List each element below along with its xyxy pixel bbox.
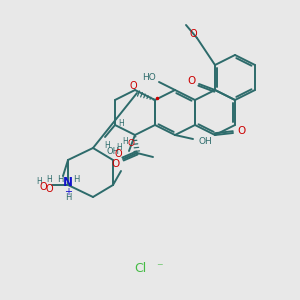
Text: O: O bbox=[237, 126, 245, 136]
Text: Cl: Cl bbox=[134, 262, 146, 275]
Text: O: O bbox=[129, 81, 137, 91]
Text: O: O bbox=[45, 184, 53, 194]
Text: H: H bbox=[116, 142, 122, 152]
Text: O: O bbox=[128, 139, 134, 148]
Text: O: O bbox=[112, 159, 120, 169]
Text: O: O bbox=[114, 149, 122, 159]
Text: H: H bbox=[57, 176, 63, 184]
Text: H: H bbox=[65, 194, 71, 202]
Text: OH: OH bbox=[106, 146, 119, 155]
Text: H: H bbox=[104, 140, 110, 149]
Text: +: + bbox=[64, 187, 72, 197]
Text: H: H bbox=[73, 176, 79, 184]
Text: H: H bbox=[46, 175, 52, 184]
Text: O: O bbox=[188, 76, 196, 86]
Text: O: O bbox=[189, 29, 197, 39]
Text: ⁻: ⁻ bbox=[156, 262, 162, 275]
Text: H: H bbox=[122, 137, 128, 146]
Text: OH: OH bbox=[198, 136, 212, 146]
Text: O: O bbox=[39, 182, 47, 192]
Text: H: H bbox=[118, 118, 124, 127]
Text: HO: HO bbox=[142, 74, 156, 82]
Text: N: N bbox=[63, 176, 73, 190]
Text: H: H bbox=[36, 176, 42, 185]
